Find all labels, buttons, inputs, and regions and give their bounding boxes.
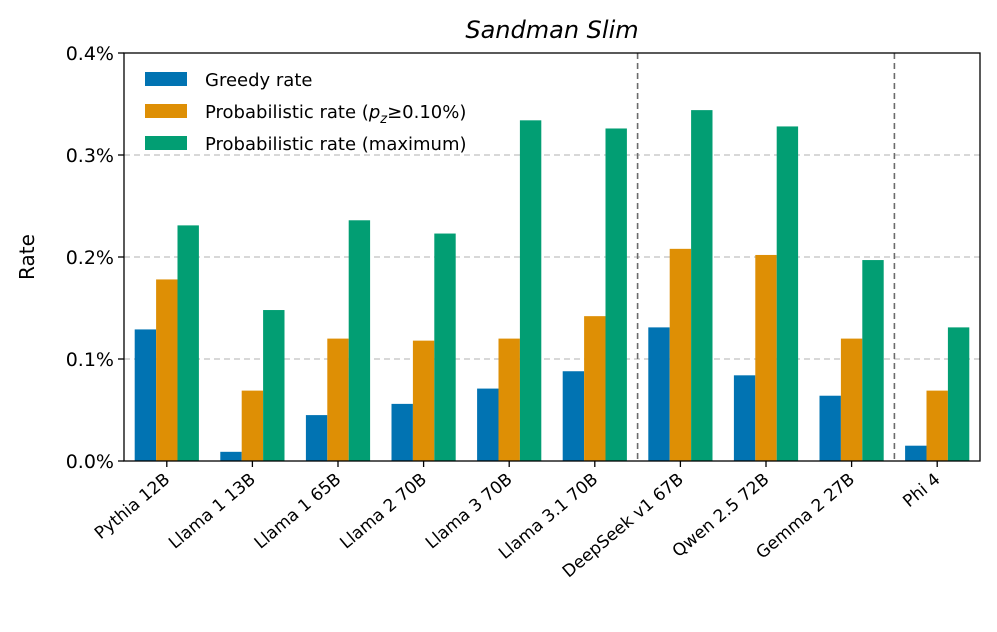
bar [733,375,756,461]
bar [584,316,606,461]
chart-title: Sandman Slim [465,16,638,44]
legend: Greedy rate Probabilistic rate (pz≥0.10%… [145,70,467,155]
y-axis-title: Rate [15,234,39,280]
bar [519,120,542,461]
bar [669,248,692,461]
bar [498,338,520,461]
bar [134,329,157,461]
bar [412,340,435,461]
y-tick-label: 0.1% [66,349,114,371]
y-tick-label: 0.3% [66,145,114,167]
bar [177,225,199,461]
y-tick-label: 0.4% [66,43,114,65]
bar [819,395,841,461]
bar [327,338,349,461]
grid-lines [124,154,980,360]
legend-label-probabilistic-threshold: Probabilistic rate (pz≥0.10%) [205,102,466,127]
bar [477,388,499,461]
bar [562,371,585,461]
bar [605,128,627,462]
legend-swatch-probabilistic-threshold [145,104,187,118]
bar [434,233,456,461]
legend-swatch-greedy [145,72,187,86]
bar [905,445,927,461]
group-separators [636,53,896,461]
x-tick-label: Pythia 12B [91,470,174,544]
x-tick-label: Llama 1 65B [251,470,345,554]
bars [134,110,970,462]
bar [305,415,328,461]
y-axis: 0.0% 0.1% 0.2% 0.3% 0.4% [66,43,124,473]
legend-swatch-probabilistic-maximum [145,136,187,150]
bar [691,110,713,462]
bar [156,279,178,461]
bar [926,390,948,461]
x-tick-label: Llama 3 70B [422,470,516,554]
bar [947,327,970,461]
x-tick-label: Llama 2 70B [336,470,430,554]
bar [220,451,242,461]
bar [776,126,799,461]
bar [263,310,285,461]
x-tick-label: Llama 1 13B [165,470,259,554]
legend-label-probabilistic-maximum: Probabilistic rate (maximum) [205,134,467,155]
bar [840,338,863,461]
x-tick-label: Phi 4 [899,470,944,512]
y-tick-label: 0.2% [66,247,114,269]
bar [648,327,670,461]
bar [348,220,371,461]
bar [755,254,777,461]
legend-label-greedy: Greedy rate [205,70,312,91]
bar [241,390,264,461]
bar [391,403,413,461]
y-tick-label: 0.0% [66,451,114,473]
bar [862,260,884,461]
